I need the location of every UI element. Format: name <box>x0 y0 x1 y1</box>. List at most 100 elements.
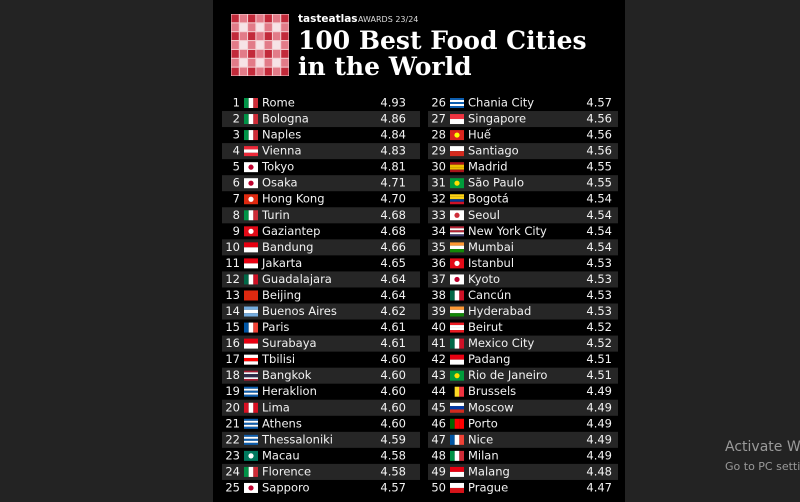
ranking-row: 25 Sapporo 4.57 <box>225 480 406 494</box>
logo-cell <box>264 41 272 49</box>
row-stripe <box>222 431 420 448</box>
row-stripe <box>222 303 420 320</box>
rank: 4 <box>233 144 240 158</box>
ranking-row: 49 Malang 4.48 <box>428 463 618 480</box>
score: 4.93 <box>380 96 406 110</box>
flag-stripe <box>450 249 464 253</box>
ranking-row: 3 Naples 4.84 <box>233 128 406 142</box>
city: Beijing <box>262 288 301 302</box>
flag-stripe <box>244 466 249 477</box>
flag-stripe <box>244 420 258 423</box>
logo-cell <box>264 23 272 32</box>
logo-cell <box>231 41 239 49</box>
logo-cell <box>239 58 248 67</box>
score: 4.53 <box>586 272 612 286</box>
row-stripe <box>222 399 420 416</box>
ranking-row: 6 Osaka 4.71 <box>222 175 420 192</box>
row-stripe <box>222 143 420 160</box>
flag-stripe <box>450 106 464 108</box>
city: Tokyo <box>261 160 294 174</box>
flag-stripe <box>454 338 460 349</box>
logo-cell <box>231 67 239 76</box>
ranking-row: 12 Guadalajara 4.64 <box>222 271 420 288</box>
score: 4.57 <box>586 96 612 110</box>
logo-cell <box>272 23 281 32</box>
flag-stripe <box>450 466 464 472</box>
rank: 37 <box>431 272 446 286</box>
city: Hyderabad <box>468 304 531 318</box>
row-stripe <box>428 271 618 288</box>
ranking-row: 40 Beirut 4.52 <box>431 320 612 334</box>
flag-stripe <box>244 290 258 301</box>
city: Hong Kong <box>262 192 325 206</box>
flag-stripe <box>244 440 258 443</box>
score: 4.61 <box>380 336 406 350</box>
rank: 26 <box>431 96 446 110</box>
score: 4.56 <box>586 144 612 158</box>
city: Buenos Aires <box>262 304 337 318</box>
flag-stripe <box>450 434 455 445</box>
rank: 31 <box>431 176 446 190</box>
flag-stripe <box>450 338 455 349</box>
city: Rio de Janeiro <box>468 368 547 382</box>
rank: 30 <box>431 160 446 174</box>
logo-cell <box>239 67 248 76</box>
logo-cell <box>256 58 264 67</box>
rank: 49 <box>431 464 446 478</box>
rank: 29 <box>431 144 446 158</box>
score: 4.64 <box>380 288 406 302</box>
flag-stripe <box>450 402 464 407</box>
ranking-row: 48 Milan 4.49 <box>431 448 612 462</box>
rank: 9 <box>233 224 240 238</box>
logo-cell <box>231 23 239 32</box>
city: Thessaloniki <box>261 432 333 446</box>
row-stripe <box>428 303 618 320</box>
flag-stripe <box>244 402 249 413</box>
flag-stripe <box>450 245 464 250</box>
rank: 15 <box>225 320 240 334</box>
flag-stripe <box>244 313 258 317</box>
city: Santiago <box>468 144 519 158</box>
flag-stripe <box>450 322 464 326</box>
flag-stripe <box>253 274 258 285</box>
flag-stripe <box>244 309 258 314</box>
flag-stripe <box>244 152 258 157</box>
logo-cell <box>281 41 289 49</box>
flag-stripe <box>450 169 464 173</box>
score: 4.58 <box>380 464 406 478</box>
row-stripe <box>428 399 618 416</box>
rank: 47 <box>431 432 446 446</box>
score: 4.71 <box>380 176 406 190</box>
city: Porto <box>468 416 498 430</box>
flag-stripe <box>244 370 258 373</box>
logo-cell <box>256 67 264 76</box>
city: Bandung <box>262 240 313 254</box>
logo-cell <box>272 49 281 58</box>
score: 4.61 <box>380 320 406 334</box>
city: Istanbul <box>468 256 514 270</box>
rank: 19 <box>225 384 240 398</box>
city: Heraklion <box>262 384 317 398</box>
flag-stripe <box>253 322 258 333</box>
flag-stripe <box>450 104 464 106</box>
ranking-row: 38 Cancún 4.53 <box>431 288 612 302</box>
ranking-row: 17 Tbilisi 4.60 <box>225 352 406 366</box>
flag-stripe <box>450 309 464 314</box>
flag-stripe <box>450 232 464 235</box>
rank: 27 <box>431 112 446 126</box>
score: 4.60 <box>380 384 406 398</box>
row-stripe <box>222 111 420 128</box>
rank: 42 <box>431 352 446 366</box>
rank: 22 <box>225 432 240 446</box>
ranking-row: 50 Prague 4.47 <box>431 480 612 494</box>
rank: 16 <box>225 336 240 350</box>
rank: 13 <box>225 288 240 302</box>
ranking-row: 37 Kyoto 4.53 <box>428 271 618 288</box>
logo-cell <box>231 49 239 58</box>
flag-stripe <box>450 386 455 397</box>
flag-stripe <box>450 487 464 493</box>
flag-stripe <box>459 434 464 445</box>
ranking-row: 7 Hong Kong 4.70 <box>233 192 406 206</box>
flag-stripe <box>244 263 258 269</box>
flag-stripe <box>244 372 258 375</box>
